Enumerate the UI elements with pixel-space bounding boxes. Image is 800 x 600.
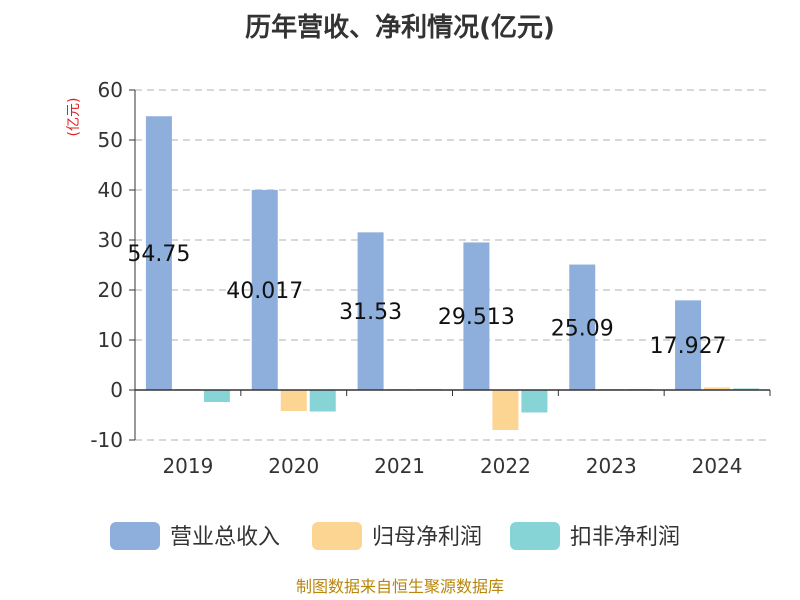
bar-2-2022: [521, 390, 548, 413]
x-tick-label: 2022: [480, 454, 531, 478]
bar-2-2020: [309, 390, 336, 412]
legend-swatch: [312, 522, 362, 550]
legend-label: 扣非净利润: [570, 525, 680, 550]
y-tick-label: 60: [98, 78, 123, 102]
bar-0-2023: [569, 264, 596, 390]
data-label: 54.75: [127, 242, 190, 267]
bar-1-2024: [704, 387, 731, 390]
bar-2-2019: [203, 390, 230, 402]
bar-0-2022: [463, 242, 490, 390]
x-tick-label: 2023: [586, 454, 637, 478]
y-axis-unit-label: (亿元): [66, 98, 82, 137]
bar-0-2020: [251, 189, 278, 390]
x-tick-label: 2019: [162, 454, 213, 478]
x-tick-label: 2024: [692, 454, 743, 478]
chart-title: 历年营收、净利情况(亿元): [245, 12, 555, 43]
y-tick-label: 50: [98, 128, 123, 152]
y-tick-label: 0: [110, 378, 123, 402]
data-label: 17.927: [650, 334, 727, 359]
y-tick-label: 10: [98, 328, 123, 352]
x-tick-label: 2021: [374, 454, 425, 478]
y-tick-label: 40: [98, 178, 123, 202]
legend-swatch: [510, 522, 560, 550]
y-tick-label: 20: [98, 278, 123, 302]
y-tick-label: -10: [90, 428, 123, 452]
legend-swatch: [110, 522, 160, 550]
x-tick-label: 2020: [268, 454, 319, 478]
bar-0-2021: [357, 232, 384, 390]
y-tick-label: 30: [98, 228, 123, 252]
data-label: 31.53: [339, 300, 402, 325]
legend-label: 归母净利润: [372, 525, 482, 550]
data-label: 40.017: [226, 279, 303, 304]
data-label: 25.09: [551, 316, 614, 341]
bar-1-2022: [492, 390, 519, 430]
bar-1-2020: [280, 390, 307, 411]
bar-0-2019: [145, 116, 172, 390]
bar-0-2024: [675, 300, 702, 390]
data-label: 29.513: [438, 305, 515, 330]
source-note: 制图数据来自恒生聚源数据库: [296, 577, 504, 596]
legend-label: 营业总收入: [170, 525, 280, 550]
legend: 营业总收入 归母净利润 扣非净利润: [110, 522, 680, 550]
